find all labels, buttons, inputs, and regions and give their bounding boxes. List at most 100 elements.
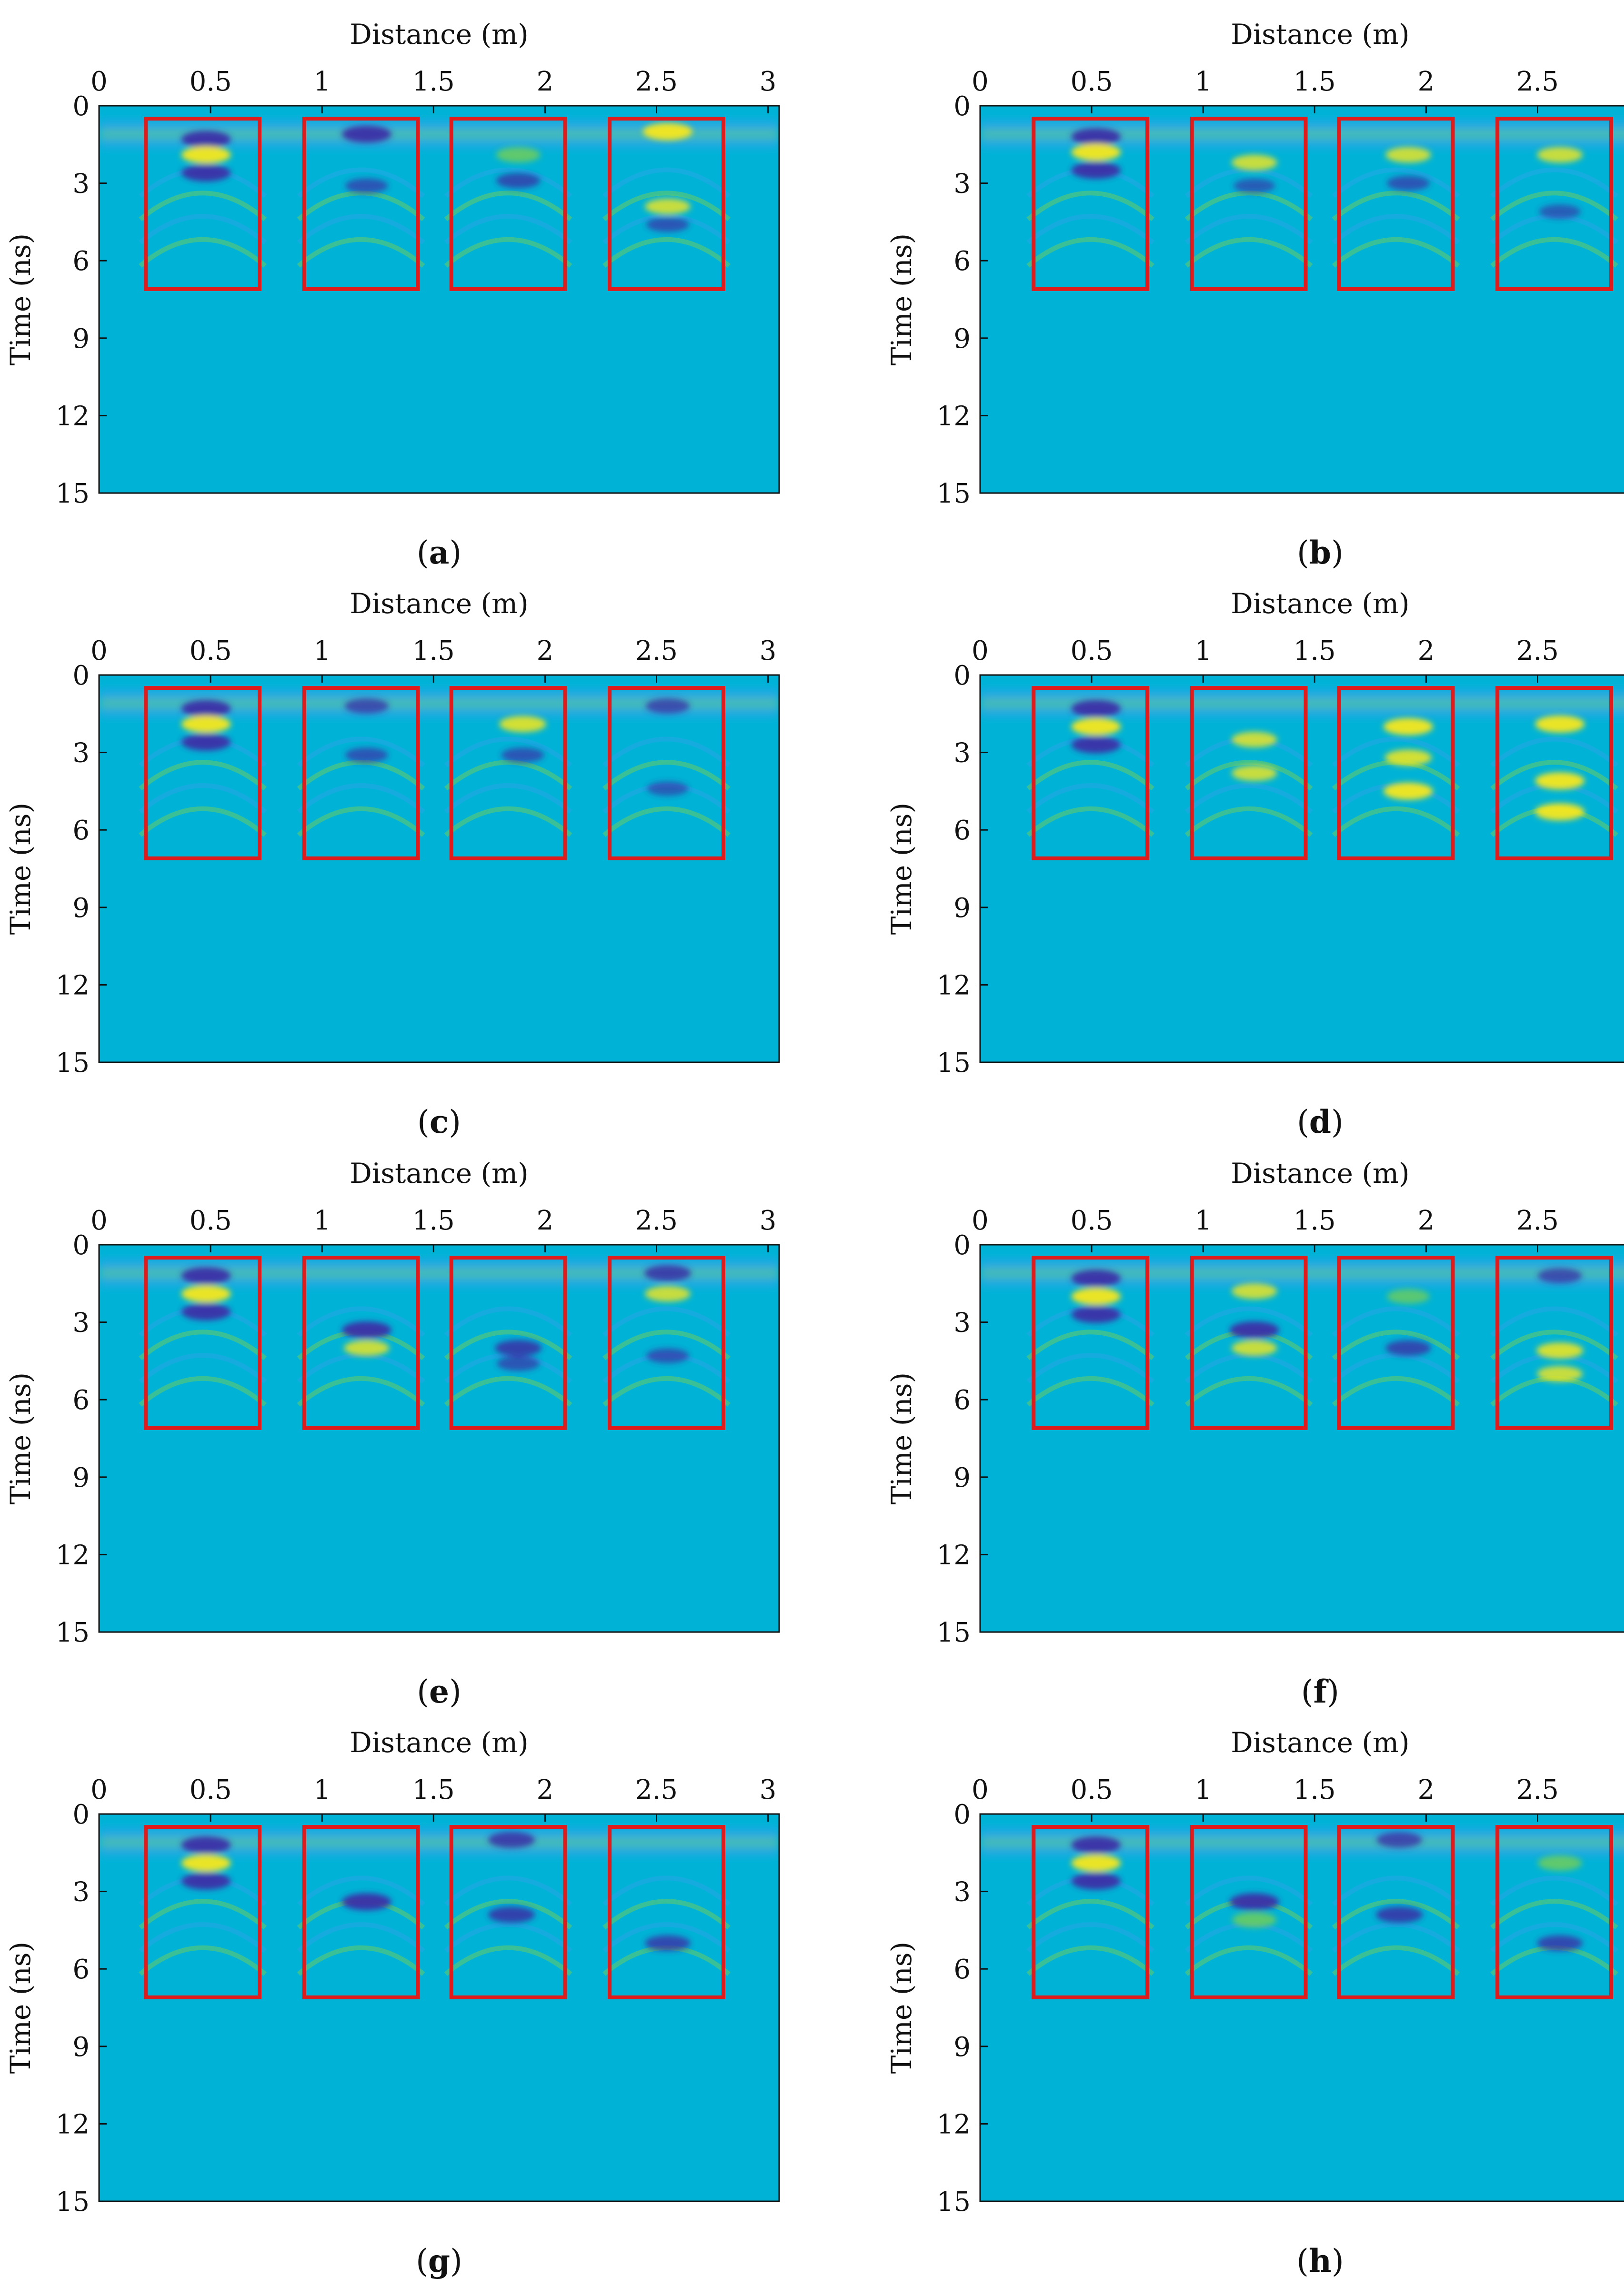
- hyperbola-arc: [297, 1306, 425, 1337]
- hyperbola-arc: [602, 1330, 731, 1361]
- x-tick-label: 0.5: [1071, 1774, 1113, 1805]
- hyperbola-arc: [1026, 1330, 1155, 1361]
- caption-letter: h: [1309, 2242, 1332, 2279]
- band-dark: [980, 1277, 1624, 1286]
- caption-paren-open: (: [417, 1673, 429, 1710]
- x-tick-label: 0: [972, 1774, 989, 1805]
- target-box-3: [1337, 686, 1455, 860]
- y-tick-label: 9: [953, 893, 971, 924]
- x-tick-label: 1.5: [1293, 1205, 1336, 1236]
- y-axis: 0 3 6 9 12 15 Time (ns): [4, 91, 107, 509]
- y-tick-label: 3: [72, 1877, 90, 1908]
- x-tick-label: 2: [1418, 1774, 1435, 1805]
- axes-frame: [98, 1813, 780, 2202]
- x-tick-label: 2: [1418, 635, 1435, 666]
- y-axis-label: Time (ns): [4, 1372, 37, 1504]
- x-tick-label: 0: [90, 66, 108, 97]
- reflection-mark: [645, 1286, 691, 1302]
- hyperbola-arc: [139, 1353, 267, 1384]
- caption-paren-close: ): [1331, 1104, 1343, 1140]
- hyperbola-arc: [1332, 1306, 1460, 1337]
- target-box-3: [1337, 117, 1455, 291]
- reflection-mark: [181, 715, 231, 733]
- y-tick-label: 3: [953, 738, 971, 769]
- x-tick-label: 1: [1194, 1774, 1212, 1805]
- x-tick-label: 3: [760, 66, 777, 97]
- panel-b: 0 0.5 1 1.5 2 2.5 3 Distance (m) 0 3 6 9 12 15 Time (n…: [885, 18, 1624, 571]
- target-box-1: [144, 686, 262, 860]
- reflection-mark: [181, 131, 231, 148]
- y-tick-label: 15: [937, 2187, 971, 2217]
- hyperbola-arc: [1490, 191, 1618, 222]
- reflections: [1071, 1268, 1584, 1382]
- reflection-mark: [496, 173, 541, 189]
- y-tick-label: 12: [56, 1540, 90, 1571]
- hyperbola-arc: [602, 237, 731, 268]
- target-box-2: [1190, 117, 1308, 291]
- hyperbola-arc: [444, 1945, 572, 1976]
- hyperbola-arc: [1184, 760, 1313, 791]
- reflection-mark: [497, 1356, 540, 1371]
- x-tick-label: 1.5: [1293, 66, 1336, 97]
- hyperbola-arc: [444, 1899, 572, 1930]
- hyperbola-arc: [1332, 237, 1460, 268]
- hyperbola-arc: [1184, 1306, 1313, 1337]
- y-axis-label: Time (ns): [885, 1372, 918, 1504]
- reflection-mark: [646, 1348, 689, 1363]
- reflection-mark: [1386, 1289, 1430, 1304]
- hyperbola-arc: [297, 806, 425, 837]
- reflection-mark: [501, 747, 544, 763]
- axes-frame: [98, 1244, 780, 1633]
- x-tick-label: 2.5: [635, 1774, 678, 1805]
- reflection-mark: [181, 146, 231, 163]
- hyperbola-arc: [602, 167, 731, 198]
- hyperbola-arc: [1490, 760, 1618, 791]
- hyperbola-arc: [1184, 237, 1313, 268]
- x-axis-label: Distance (m): [350, 587, 529, 620]
- axes-frame: [979, 674, 1624, 1063]
- target-box-4: [608, 1825, 725, 1999]
- hyperbola-arc: [602, 1875, 731, 1906]
- reflection-mark: [181, 1267, 231, 1285]
- reflection-mark: [1071, 718, 1121, 736]
- caption-letter: c: [430, 1103, 449, 1140]
- caption-paren-close: ): [449, 534, 461, 571]
- hyperbola-arc: [1184, 806, 1313, 837]
- reflection-mark: [181, 700, 231, 717]
- hyperbola-arc: [1490, 1330, 1618, 1361]
- hyperbola-arc: [602, 191, 731, 222]
- hyperbola-arc: [139, 237, 267, 268]
- y-tick-label: 6: [72, 246, 90, 277]
- x-tick-label: 2.5: [1516, 1774, 1559, 1805]
- plot-background: [980, 1245, 1624, 1632]
- x-tick-label: 0.5: [190, 66, 232, 97]
- x-tick-label: 0.5: [1071, 635, 1113, 666]
- reflection-mark: [499, 716, 546, 732]
- hyperbola-arc: [1026, 1353, 1155, 1384]
- reflection-mark: [341, 125, 391, 143]
- plot-area: [99, 106, 779, 493]
- y-tick-label: 3: [953, 1308, 971, 1339]
- plot-background: [99, 106, 779, 493]
- target-box-2: [302, 117, 420, 291]
- plot-background: [99, 675, 779, 1062]
- hyperbola-arc: [1184, 1376, 1313, 1407]
- panel-caption: (g): [416, 2242, 462, 2279]
- reflection-mark: [1071, 1288, 1121, 1305]
- surface-bands: [980, 1260, 1624, 1286]
- y-tick-label: 0: [72, 1230, 90, 1261]
- x-tick-label: 1.5: [1293, 635, 1336, 666]
- y-tick-label: 12: [937, 2109, 971, 2140]
- axes-frame: [98, 674, 780, 1063]
- caption-paren-open: (: [417, 1104, 430, 1140]
- target-box-4: [608, 1256, 725, 1430]
- diffraction-hyperbolas: [139, 736, 731, 837]
- target-box-1: [144, 117, 262, 291]
- x-tick-label: 3: [760, 635, 777, 666]
- hyperbola-arc: [444, 237, 572, 268]
- x-tick-label: 2: [537, 66, 554, 97]
- hyperbola-arc: [1026, 1922, 1155, 1953]
